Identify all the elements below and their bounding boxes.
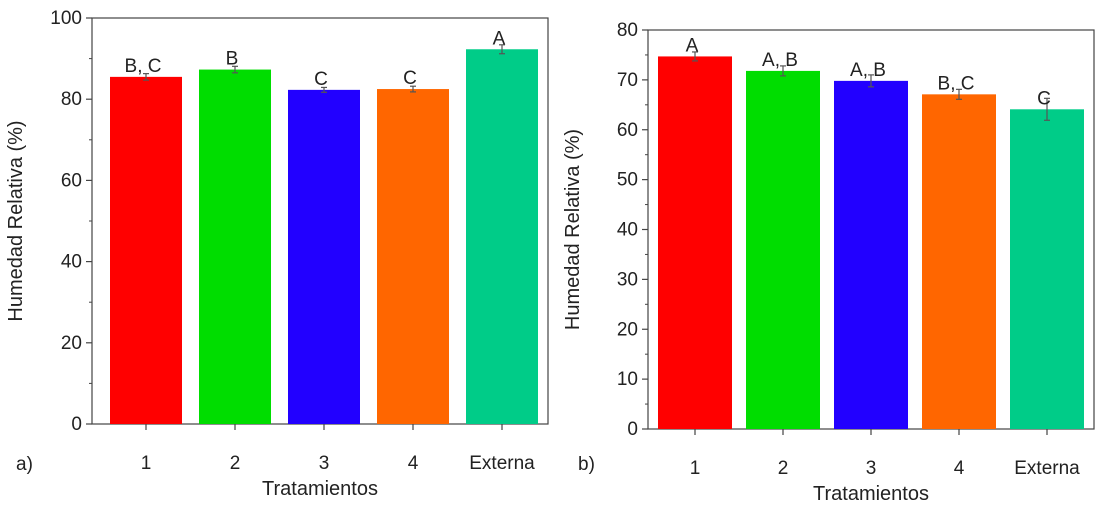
y-tick-label: 10 (617, 369, 638, 390)
x-tick-label: 2 (230, 453, 241, 474)
y-tick-label: 0 (71, 414, 82, 435)
bar-3 (288, 89, 360, 424)
x-tick-label: Externa (1014, 458, 1080, 479)
y-tick-label: 60 (61, 170, 82, 191)
bar-externa (466, 49, 538, 425)
y-tick-label: 40 (617, 220, 638, 241)
x-tick-label: 4 (408, 453, 419, 474)
y-tick-label: 20 (617, 319, 638, 340)
y-tick-label: 40 (61, 252, 82, 273)
x-tick-label: Externa (469, 453, 535, 474)
bar-1 (658, 56, 732, 430)
y-tick-label: 70 (617, 70, 638, 91)
y-axis-title: Humedad Relativa (%) (562, 129, 584, 330)
y-tick-label: 100 (50, 8, 82, 29)
significance-letter: A (493, 28, 506, 49)
significance-letter: A, B (850, 60, 886, 81)
x-axis-title: Tratamientos (262, 478, 378, 500)
significance-letter: B, C (125, 56, 162, 77)
x-axis-title: Tratamientos (813, 483, 929, 505)
significance-letter: C (1037, 88, 1051, 109)
chart-panel-a: 0 20 40 60 80 100 B, C 1 B 2 C 3 C 4 A Externa Tratamien… (0, 0, 550, 506)
x-tick-label: 2 (778, 458, 789, 479)
bar-3 (834, 80, 908, 429)
y-tick-label: 50 (617, 170, 638, 191)
significance-letter: C (403, 68, 417, 89)
y-tick-label: 80 (617, 20, 638, 41)
significance-letter: B, C (938, 73, 975, 94)
y-tick-label: 60 (617, 120, 638, 141)
x-tick-label: 3 (319, 453, 330, 474)
bar-2 (199, 69, 271, 424)
panel-label: a) (16, 454, 33, 475)
y-tick-label: 80 (61, 89, 82, 110)
significance-letter: A, B (762, 50, 798, 71)
x-tick-label: 3 (866, 458, 877, 479)
bar-chart-a: 0 20 40 60 80 100 B, C 1 B 2 C 3 C 4 A Externa Tratamien… (5, 8, 549, 500)
significance-letter: A (686, 35, 699, 56)
x-tick-label: 1 (690, 458, 701, 479)
bar-1 (110, 76, 182, 425)
y-tick-label: 0 (627, 419, 638, 440)
chart-panel-b: 0 10 20 30 40 50 60 70 80 A 1 A, B 2 A, B 3 B, C 4 C Exter… (551, 0, 1101, 506)
y-tick-label: 30 (617, 269, 638, 290)
significance-letter: B (226, 49, 239, 70)
x-tick-label: 1 (141, 453, 152, 474)
bar-4 (922, 94, 996, 430)
significance-letter: C (314, 69, 328, 90)
x-tick-label: 4 (954, 458, 965, 479)
bar-2 (746, 70, 820, 430)
bar-4 (377, 89, 449, 425)
bar-chart-b: 0 10 20 30 40 50 60 70 80 A 1 A, B 2 A, B 3 B, C 4 C Exter… (562, 20, 1095, 505)
panel-label: b) (578, 454, 595, 475)
y-axis-title: Humedad Relativa (%) (5, 120, 27, 321)
bar-externa (1010, 109, 1084, 430)
y-tick-label: 20 (61, 333, 82, 354)
